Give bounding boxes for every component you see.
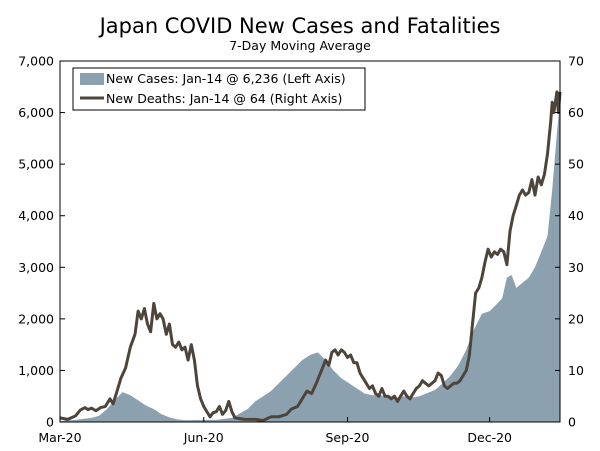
- left-tick-label: 3,000: [18, 260, 54, 275]
- left-tick-label: 2,000: [18, 311, 54, 326]
- x-axis: Mar-20 Jun-20 Sep-20 Dec-20: [38, 417, 512, 445]
- legend-swatch-new-cases: [80, 73, 104, 85]
- right-tick-label: 70: [568, 54, 584, 69]
- right-tick-label: 30: [568, 260, 584, 275]
- right-tick-label: 50: [568, 157, 584, 172]
- legend: New Cases: Jan-14 @ 6,236 (Left Axis) Ne…: [72, 67, 366, 111]
- left-tick-label: 1,000: [18, 363, 54, 378]
- left-tick-label: 5,000: [18, 157, 54, 172]
- x-tick-label: Mar-20: [38, 430, 81, 445]
- legend-label-new-cases: New Cases: Jan-14 @ 6,236 (Left Axis): [106, 71, 346, 86]
- left-tick-label: 0: [46, 415, 54, 430]
- right-axis: 0 10 20 30 40 50 60 70: [555, 54, 584, 430]
- x-tick-label: Sep-20: [326, 430, 370, 445]
- new-cases-area: [60, 100, 560, 423]
- right-tick-label: 40: [568, 208, 584, 223]
- right-tick-label: 60: [568, 105, 584, 120]
- right-tick-label: 20: [568, 311, 584, 326]
- left-tick-label: 7,000: [18, 54, 54, 69]
- new-deaths-line: [59, 90, 562, 422]
- left-tick-label: 6,000: [18, 105, 54, 120]
- plot-frame: [59, 60, 561, 423]
- left-axis: 0 1,000 2,000 3,000 4,000 5,000 6,000 7,000: [18, 54, 65, 430]
- legend-box: [72, 67, 366, 111]
- new-deaths-line-layer: [59, 90, 562, 422]
- left-tick-label: 4,000: [18, 208, 54, 223]
- x-tick-label: Dec-20: [467, 430, 512, 445]
- right-tick-label: 10: [568, 363, 584, 378]
- right-tick-label: 0: [568, 415, 576, 430]
- new-cases-area-layer: [60, 100, 560, 423]
- x-tick-label: Jun-20: [183, 430, 224, 445]
- chart-subtitle: 7-Day Moving Average: [229, 38, 371, 53]
- chart-title: Japan COVID New Cases and Fatalities: [98, 14, 501, 38]
- legend-label-new-deaths: New Deaths: Jan-14 @ 64 (Right Axis): [106, 91, 342, 106]
